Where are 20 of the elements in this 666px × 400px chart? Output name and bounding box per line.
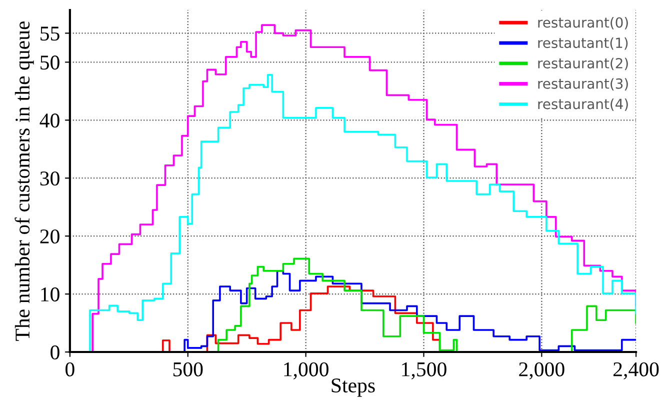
y-tick-label: 10 xyxy=(41,287,60,302)
legend-label: restaurant(3) xyxy=(538,78,628,90)
y-tick-label: 40 xyxy=(40,114,60,128)
y-tick-label: 50 xyxy=(40,56,60,70)
legend-label: restautant(1) xyxy=(538,37,628,50)
legend-label: restaurant(4) xyxy=(538,98,628,111)
y-tick-label: 20 xyxy=(40,229,60,244)
x-tick-label: 2,000 xyxy=(519,362,564,380)
x-tick-label: 1,500 xyxy=(402,362,446,380)
x-tick-label: 500 xyxy=(173,362,203,376)
x-tick-label: 2,400 xyxy=(614,362,659,380)
y-axis-title: The number of customers in the queue xyxy=(14,21,34,341)
x-tick-label: 1,000 xyxy=(284,362,328,380)
x-axis-title: Steps xyxy=(332,378,375,397)
y-tick-label: 55 xyxy=(40,26,60,41)
y-tick-label: 30 xyxy=(40,171,60,186)
y-tick-label: 0 xyxy=(50,345,60,360)
legend-label: restaurant(2) xyxy=(538,58,628,70)
legend-label: restaurant(0) xyxy=(538,16,628,30)
x-tick-label: 0 xyxy=(66,362,74,376)
